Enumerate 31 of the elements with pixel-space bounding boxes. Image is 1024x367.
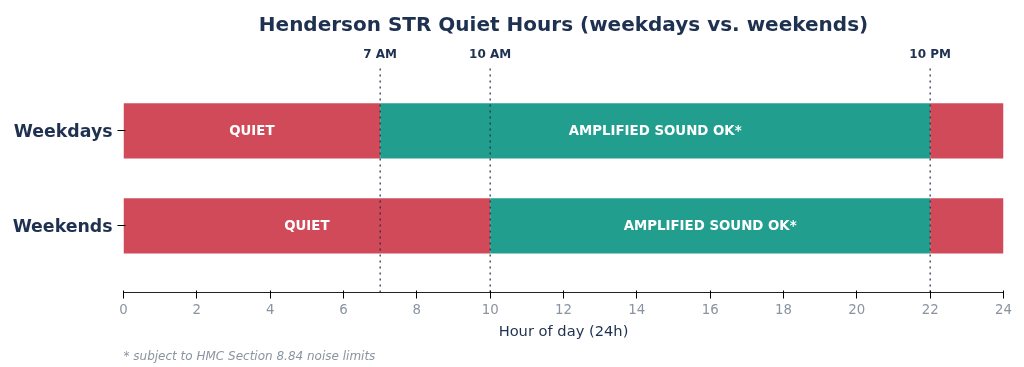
y-tick-label: Weekends	[12, 215, 113, 236]
ref-line-label: 7 AM	[363, 47, 398, 62]
x-tick-label: 8	[412, 301, 422, 317]
x-tick-label: 12	[555, 301, 572, 317]
ref-line-label: 10 PM	[909, 47, 951, 62]
text: * subject to HMC Section 8.84 noise limits	[123, 348, 376, 363]
x-tick-label: 10	[481, 301, 499, 317]
data-label: AMPLIFIED SOUND OK*	[568, 123, 742, 139]
bar	[123, 103, 381, 159]
bar	[490, 198, 931, 254]
bar	[123, 198, 491, 254]
data-label: AMPLIFIED SOUND OK*	[623, 218, 797, 234]
x-tick-label: 24	[995, 301, 1012, 317]
x-tick-label: 4	[265, 301, 275, 317]
x-tick-label: 0	[119, 301, 128, 317]
data-label: QUIET	[229, 123, 276, 139]
x-tick-label: 22	[921, 301, 939, 317]
chart-title: Henderson STR Quiet Hours (weekdays vs. weekends)	[258, 11, 869, 36]
x-tick-label: 6	[339, 301, 348, 317]
x-tick-label: 2	[192, 301, 202, 317]
x-tick-label: 20	[848, 301, 866, 317]
ref-line-label: 10 AM	[469, 47, 512, 62]
y-tick-label: Weekdays	[13, 120, 113, 141]
x-tick-label: 18	[775, 301, 792, 317]
bar	[930, 103, 1004, 159]
x-tick-label: 14	[628, 301, 646, 317]
bar	[930, 198, 1004, 254]
bar	[380, 103, 931, 159]
x-tick-label: 16	[701, 301, 719, 317]
x-axis-title: Hour of day (24h)	[498, 321, 629, 339]
data-label: QUIET	[284, 218, 331, 234]
